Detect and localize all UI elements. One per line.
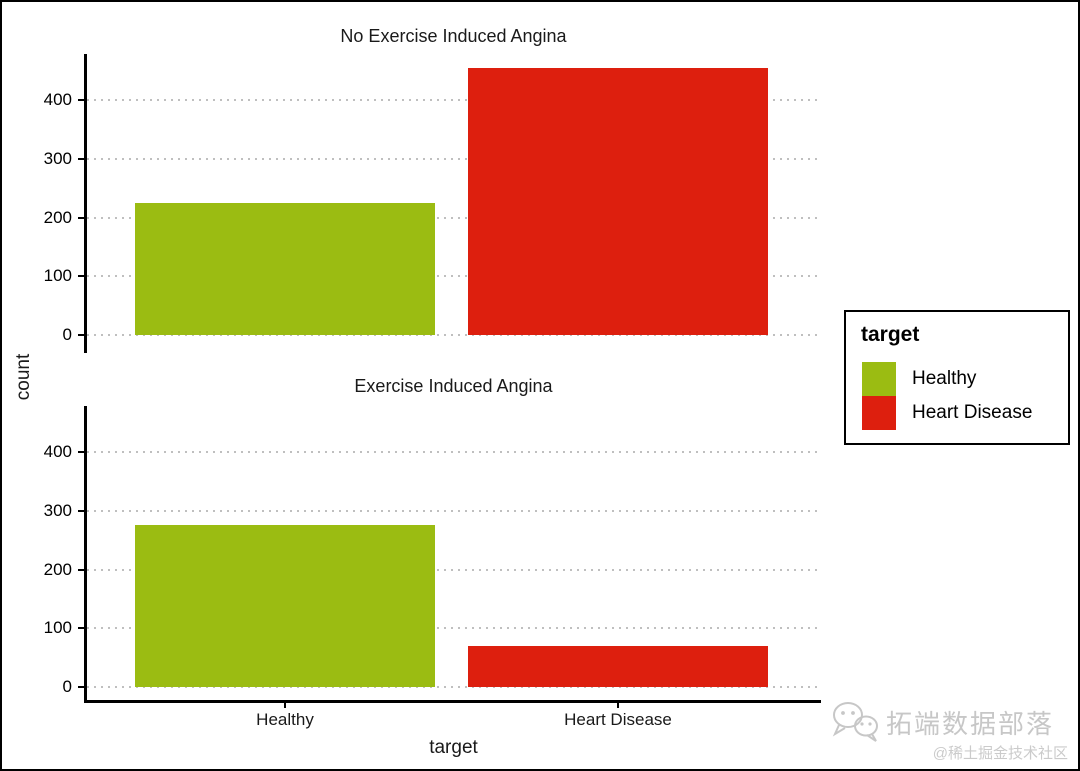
- y-tick-label: 200: [43, 207, 72, 227]
- y-tick-label: 0: [62, 325, 72, 344]
- x-tick-mark-heart-disease: [617, 700, 619, 708]
- watermark-community-text: @稀土掘金技术社区: [932, 745, 1068, 762]
- bar-healthy: [135, 525, 435, 687]
- wechat-chat-bubbles-icon: [830, 700, 882, 749]
- y-tick-label: 100: [43, 618, 72, 638]
- legend-title: target: [861, 323, 920, 346]
- x-axis-line: [84, 700, 821, 703]
- y-tick-mark: [78, 568, 85, 571]
- y-tick-label: 200: [43, 559, 72, 579]
- y-tick-label: 100: [43, 266, 72, 286]
- y-tick-mark: [78, 686, 85, 688]
- bar-heart-disease: [468, 67, 768, 335]
- bar-heart-disease: [468, 645, 768, 687]
- y-tick-label: 300: [43, 500, 72, 520]
- gridline-y-200: [87, 568, 820, 571]
- gridline-y-100: [87, 627, 820, 630]
- gridline-y-300: [87, 509, 820, 512]
- y-tick-label: 400: [43, 90, 72, 109]
- watermark-brand-text: 拓端数据部落: [886, 709, 1055, 739]
- gridline-y-400: [87, 99, 820, 101]
- x-category-label-heart-disease: Heart Disease: [564, 710, 672, 729]
- legend-label-heart-disease: Heart Disease: [912, 402, 1033, 423]
- facet-panel-top: [87, 55, 820, 352]
- gridline-y-400: [87, 451, 820, 453]
- y-tick-mark: [78, 627, 85, 630]
- legend-swatch-healthy: [862, 362, 896, 396]
- y-tick-label: 300: [43, 148, 72, 168]
- y-axis-title: count: [13, 353, 34, 401]
- y-tick-mark: [78, 451, 85, 453]
- facet-title-exercise-angina: Exercise Induced Angina: [354, 376, 553, 396]
- facet-panel-bottom: [87, 407, 820, 704]
- y-tick-mark: [78, 216, 85, 219]
- facet-title-no-exercise-angina: No Exercise Induced Angina: [340, 26, 567, 46]
- x-axis-title: target: [429, 737, 478, 758]
- x-tick-mark-healthy: [284, 700, 286, 708]
- legend-label-healthy: Healthy: [912, 368, 977, 389]
- y-tick-label: 400: [43, 442, 72, 461]
- y-tick-mark: [78, 334, 85, 336]
- y-axis-line-bottom-facet: [84, 406, 87, 700]
- y-tick-mark: [78, 157, 85, 160]
- y-tick-mark: [78, 275, 85, 278]
- bar-healthy: [135, 202, 435, 335]
- x-category-label-healthy: Healthy: [256, 710, 314, 729]
- y-tick-label: 0: [62, 677, 72, 696]
- y-tick-mark: [78, 509, 85, 512]
- y-axis-line-top-facet: [84, 54, 87, 353]
- legend-box: target Healthy Heart Disease: [844, 310, 1070, 445]
- gridline-y-0: [87, 334, 820, 336]
- gridline-y-100: [87, 275, 820, 278]
- gridline-y-200: [87, 216, 820, 219]
- y-tick-mark: [78, 99, 85, 101]
- gridline-y-0: [87, 686, 820, 688]
- gridline-y-300: [87, 157, 820, 160]
- legend-swatch-heart-disease: [862, 396, 896, 430]
